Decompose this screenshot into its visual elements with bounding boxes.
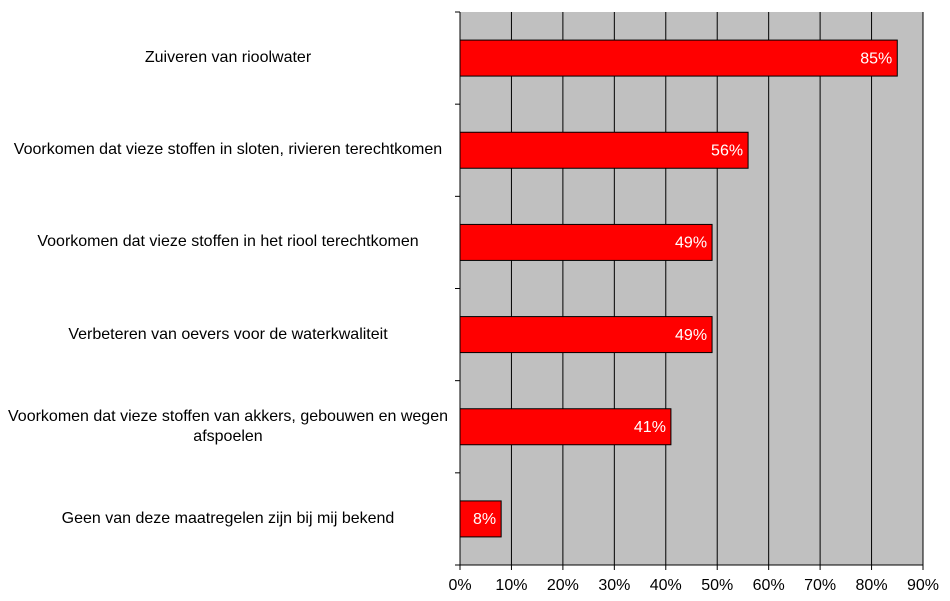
y-tick-label: Voorkomen dat vieze stoffen in het riool… — [37, 233, 419, 251]
x-tick-label: 80% — [856, 577, 888, 594]
x-tick-label: 60% — [753, 577, 785, 594]
bar — [459, 316, 713, 354]
y-tick-label: Voorkomen dat vieze stoffen in sloten, r… — [13, 141, 443, 159]
x-tick-label: 10% — [495, 577, 527, 594]
y-tick-label: Voorkomen dat vieze stoffen van akkers, … — [8, 407, 448, 445]
data-label: 49% — [675, 235, 707, 252]
bar — [459, 408, 672, 446]
data-label: 8% — [473, 511, 496, 528]
x-tick-label: 0% — [448, 577, 471, 594]
x-tick-label: 90% — [907, 577, 939, 594]
data-label: 56% — [711, 142, 743, 159]
bar — [459, 223, 713, 261]
bar — [459, 500, 502, 538]
data-label: 85% — [860, 50, 892, 67]
data-label: 49% — [675, 327, 707, 344]
x-tick-label: 70% — [804, 577, 836, 594]
y-tick-label: Zuiveren van rioolwater — [144, 49, 312, 67]
data-label: 41% — [634, 419, 666, 436]
x-tick-label: 40% — [650, 577, 682, 594]
bar — [459, 39, 898, 77]
x-tick-label: 20% — [547, 577, 579, 594]
y-tick-label: Verbeteren van oevers voor de waterkwali… — [68, 325, 388, 343]
plot-background — [460, 12, 923, 565]
x-tick-label: 30% — [598, 577, 630, 594]
x-tick-label: 50% — [701, 577, 733, 594]
bar — [459, 131, 749, 169]
y-tick-label: Geen van deze maatregelen zijn bij mij b… — [61, 509, 395, 527]
